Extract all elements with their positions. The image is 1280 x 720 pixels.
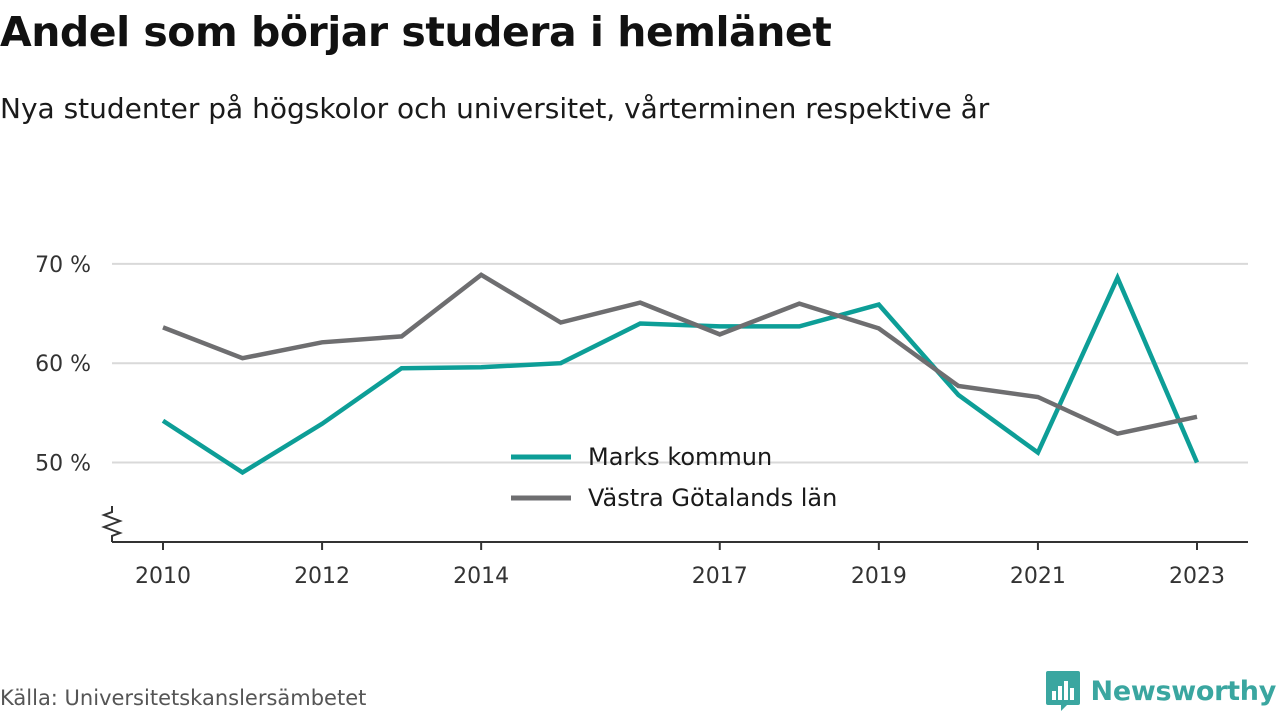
legend-label: Västra Götalands län [588, 484, 837, 512]
x-tick-label: 2021 [1010, 564, 1066, 589]
series-line-marks-kommun [161, 272, 1200, 476]
axes: 50 % 60 % 70 % 2010 2012 2014 2017 2019 2021 2023 [35, 253, 1248, 589]
x-tick-label: 2010 [135, 564, 191, 589]
x-tick-label: 2019 [851, 564, 907, 589]
x-tick-label: 2023 [1169, 564, 1225, 589]
chart-subtitle: Nya studenter på högskolor och universit… [0, 92, 990, 125]
y-tick-label: 50 % [35, 452, 91, 477]
x-tick-label: 2012 [294, 564, 350, 589]
newsworthy-logo: Newsworthy [1045, 670, 1276, 712]
y-tick-label: 70 % [35, 253, 91, 278]
x-tick-label: 2017 [692, 564, 748, 589]
legend-label: Marks kommun [588, 443, 772, 471]
grid-lines [112, 262, 1248, 464]
legend: Marks kommun Västra Götalands län [500, 434, 860, 512]
axis-break-icon [101, 506, 123, 542]
y-tick-label: 60 % [35, 352, 91, 377]
newsworthy-logo-text: Newsworthy [1090, 675, 1277, 707]
series-lines [161, 272, 1200, 476]
x-tick-label: 2014 [453, 564, 509, 589]
source-note: Källa: Universitetskanslersämbetet [0, 686, 367, 710]
chart-title: Andel som börjar studera i hemlänet [0, 8, 832, 56]
newsworthy-logo-icon [1045, 671, 1080, 711]
series-line-vastra-gotalands-lan [162, 272, 1198, 437]
